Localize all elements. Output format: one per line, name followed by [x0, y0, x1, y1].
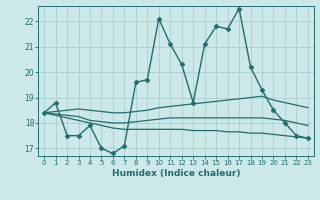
X-axis label: Humidex (Indice chaleur): Humidex (Indice chaleur)	[112, 169, 240, 178]
